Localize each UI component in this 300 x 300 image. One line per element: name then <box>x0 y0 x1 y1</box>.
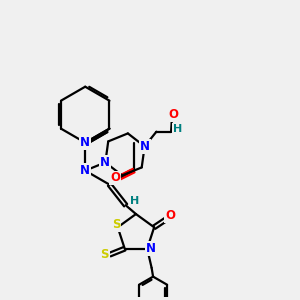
Text: S: S <box>100 248 109 261</box>
Text: O: O <box>110 172 120 184</box>
Text: O: O <box>165 209 175 222</box>
Text: N: N <box>140 140 150 153</box>
Text: O: O <box>168 108 178 122</box>
Text: N: N <box>80 136 90 149</box>
Text: N: N <box>80 164 90 177</box>
Text: N: N <box>100 156 110 169</box>
Text: S: S <box>112 218 121 231</box>
Text: N: N <box>146 242 156 255</box>
Text: H: H <box>130 196 139 206</box>
Text: H: H <box>173 124 182 134</box>
